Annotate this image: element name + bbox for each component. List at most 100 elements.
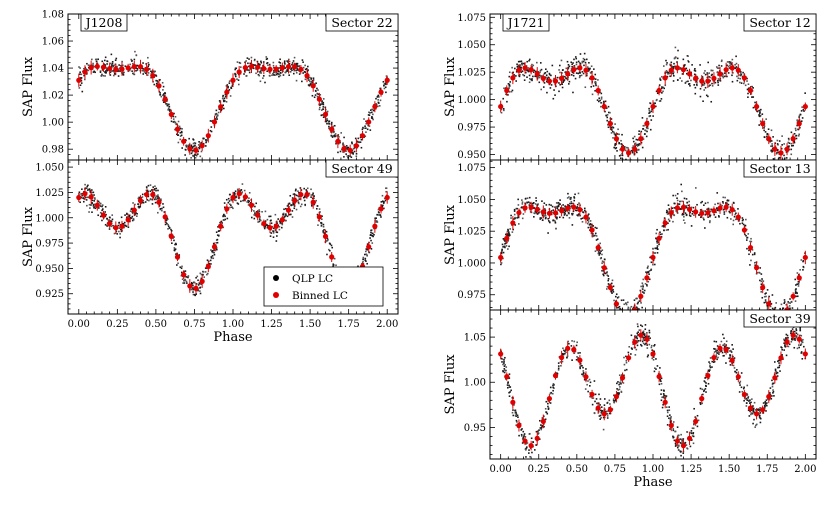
qlp-point bbox=[332, 131, 335, 134]
qlp-point bbox=[294, 193, 296, 196]
qlp-point bbox=[363, 118, 365, 120]
qlp-point bbox=[739, 71, 742, 73]
qlp-point bbox=[654, 252, 656, 254]
qlp-point bbox=[142, 73, 145, 75]
qlp-point bbox=[618, 133, 620, 136]
binned-point bbox=[534, 206, 540, 212]
qlp-point bbox=[309, 83, 312, 86]
binned-point bbox=[571, 204, 577, 210]
qlp-point bbox=[286, 215, 289, 218]
qlp-point bbox=[801, 106, 803, 108]
qlp-point bbox=[703, 390, 705, 393]
qlp-point bbox=[299, 205, 302, 208]
qlp-point bbox=[775, 371, 778, 373]
qlp-point bbox=[685, 198, 688, 200]
qlp-point bbox=[618, 155, 621, 157]
qlp-point bbox=[687, 55, 689, 58]
qlp-point bbox=[716, 80, 719, 82]
qlp-point bbox=[625, 313, 627, 315]
qlp-point bbox=[739, 222, 741, 225]
qlp-point bbox=[113, 232, 116, 235]
qlp-point bbox=[118, 227, 121, 229]
qlp-point bbox=[702, 217, 705, 219]
qlp-point bbox=[795, 291, 798, 294]
qlp-point bbox=[328, 125, 330, 128]
qlp-point bbox=[192, 139, 195, 141]
qlp-point bbox=[507, 248, 509, 250]
binned-point bbox=[292, 198, 298, 204]
binned-point bbox=[236, 191, 242, 197]
qlp-point bbox=[748, 253, 750, 256]
binned-point bbox=[76, 77, 82, 83]
qlp-point bbox=[645, 272, 648, 274]
qlp-point bbox=[211, 120, 213, 122]
qlp-point bbox=[794, 335, 797, 337]
y-tick-label: 1.00 bbox=[42, 118, 64, 129]
qlp-point bbox=[770, 140, 773, 142]
qlp-point bbox=[597, 79, 599, 81]
qlp-point bbox=[750, 401, 752, 404]
qlp-point bbox=[572, 212, 574, 215]
qlp-point bbox=[734, 67, 736, 69]
qlp-point bbox=[117, 70, 119, 73]
binned-point bbox=[686, 71, 693, 77]
qlp-point bbox=[112, 69, 115, 72]
qlp-point bbox=[155, 187, 158, 190]
qlp-point bbox=[634, 161, 636, 163]
qlp-point bbox=[118, 64, 120, 66]
qlp-point bbox=[371, 232, 374, 235]
qlp-point bbox=[157, 81, 159, 83]
qlp-point bbox=[362, 262, 365, 265]
qlp-point bbox=[362, 126, 364, 129]
qlp-point bbox=[513, 74, 516, 76]
qlp-point bbox=[269, 219, 272, 222]
binned-point bbox=[516, 67, 522, 73]
qlp-point bbox=[680, 183, 683, 186]
qlp-point bbox=[291, 204, 293, 206]
qlp-point bbox=[517, 198, 519, 201]
qlp-point bbox=[679, 67, 682, 69]
qlp-point bbox=[116, 233, 119, 235]
qlp-point bbox=[215, 113, 217, 115]
qlp-point bbox=[324, 106, 327, 109]
qlp-point bbox=[779, 370, 781, 372]
qlp-point bbox=[364, 135, 367, 138]
qlp-point bbox=[672, 65, 675, 68]
qlp-point bbox=[648, 109, 651, 112]
binned-point bbox=[310, 199, 316, 205]
qlp-point bbox=[587, 213, 590, 216]
qlp-point bbox=[703, 84, 705, 86]
qlp-point bbox=[625, 149, 627, 152]
qlp-point bbox=[144, 201, 147, 203]
qlp-point bbox=[590, 232, 593, 234]
qlp-point bbox=[604, 408, 606, 411]
qlp-point bbox=[122, 73, 124, 75]
qlp-point bbox=[627, 163, 629, 165]
qlp-point bbox=[594, 78, 597, 80]
qlp-point bbox=[795, 284, 797, 286]
qlp-point bbox=[192, 149, 194, 152]
qlp-point bbox=[566, 197, 569, 199]
qlp-point bbox=[104, 70, 107, 73]
qlp-point bbox=[546, 91, 548, 94]
qlp-point bbox=[159, 92, 161, 94]
qlp-point bbox=[112, 224, 114, 227]
qlp-point bbox=[272, 72, 274, 75]
qlp-point bbox=[535, 197, 537, 199]
qlp-point bbox=[185, 280, 188, 283]
qlp-point bbox=[644, 335, 647, 338]
y-ticks bbox=[68, 161, 398, 310]
qlp-point bbox=[709, 76, 711, 79]
legend-marker-qlp bbox=[273, 275, 279, 281]
binned-point bbox=[753, 265, 760, 271]
qlp-point bbox=[575, 72, 578, 74]
qlp-point bbox=[711, 82, 713, 85]
qlp-point bbox=[333, 124, 336, 127]
qlp-point bbox=[614, 295, 617, 298]
qlp-point bbox=[634, 142, 637, 145]
qlp-point bbox=[228, 82, 231, 84]
qlp-point bbox=[757, 408, 760, 410]
qlp-point bbox=[194, 144, 196, 147]
qlp-point bbox=[726, 216, 729, 219]
qlp-point bbox=[516, 63, 518, 66]
